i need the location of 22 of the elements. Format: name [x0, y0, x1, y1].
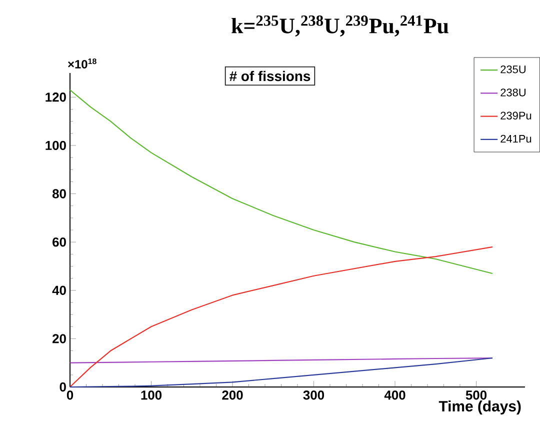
y-tick-label: 0: [60, 382, 66, 392]
y-tick-label: 40: [52, 286, 66, 295]
legend-label: 238U: [500, 88, 526, 96]
y-tick-label: 80: [52, 189, 66, 198]
line-series: [69, 89, 494, 274]
x-tick-label: 200: [222, 390, 243, 400]
y-tick-label: 60: [52, 237, 66, 247]
legend-label: 235U: [500, 66, 526, 74]
x-tick-label: 500: [466, 390, 487, 400]
x-tick-label: 400: [384, 390, 406, 400]
text: ×10$^{18}$: [68, 58, 96, 68]
chart-title: k=$^{235}$U,$^{238}$U,$^{239}$Pu,$^{241}$Pu: [232, 15, 448, 37]
x-tick-label: 0: [66, 390, 74, 400]
legend-label: 241Pu: [500, 134, 532, 143]
y-tick-label: 100: [46, 140, 66, 150]
y-tick-label: 20: [52, 334, 66, 344]
x-tick-label: 100: [141, 390, 162, 400]
chart-subtitle: # of fissions: [230, 70, 310, 82]
legend-label: 239Pu: [500, 112, 532, 120]
x-axis-title: Time (days): [438, 400, 521, 414]
y-tick-label: 120: [46, 92, 66, 102]
x-tick-label: 300: [303, 390, 324, 400]
